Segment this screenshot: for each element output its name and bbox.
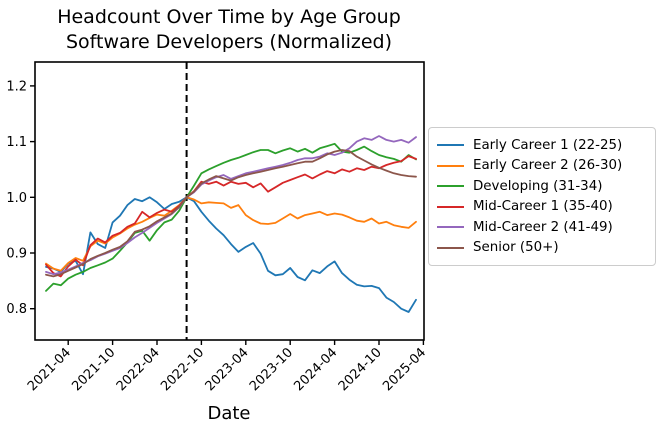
series-line-developing-31-34 — [45, 142, 417, 292]
x-axis-label: Date — [207, 403, 251, 424]
series-line-early-career-2-26-30 — [45, 196, 417, 272]
legend-label: Senior (50+) — [473, 240, 559, 256]
chart-title: Headcount Over Time by Age Group Softwar… — [0, 5, 458, 55]
x-tick-label: 2022-10 — [158, 345, 207, 394]
legend-item-mid-career-1-35-40: Mid-Career 1 (35-40) — [437, 197, 647, 218]
series-line-mid-career-1-35-40 — [45, 155, 417, 278]
legend-label: Early Career 2 (26-30) — [473, 158, 623, 174]
legend-item-early-career-2-26-30: Early Career 2 (26-30) — [437, 156, 647, 177]
series-line-senior-50 — [45, 149, 417, 278]
x-tick-label: 2023-10 — [247, 345, 296, 394]
legend-item-early-career-1-22-25: Early Career 1 (22-25) — [437, 135, 647, 156]
x-tick-label: 2022-04 — [114, 345, 163, 394]
chart-title-line1: Headcount Over Time by Age Group — [57, 6, 401, 28]
legend-line-swatch — [437, 246, 464, 249]
y-tick-label: 0.8 — [6, 302, 27, 317]
plot-frame — [34, 61, 425, 341]
legend: Early Career 1 (22-25) Early Career 2 (26… — [428, 127, 656, 266]
chart-title-line2: Software Developers (Normalized) — [65, 31, 393, 53]
legend-line-swatch — [437, 144, 464, 147]
legend-line-swatch — [437, 164, 464, 167]
x-tick-label: 2024-10 — [336, 345, 385, 394]
legend-label: Mid-Career 2 (41-49) — [473, 219, 613, 235]
legend-item-senior-50: Senior (50+) — [437, 238, 647, 259]
x-tick-label: 2021-10 — [69, 345, 118, 394]
y-tick-label: 1.0 — [6, 191, 27, 206]
legend-label: Early Career 1 (22-25) — [473, 137, 623, 153]
y-tick-label: 1.1 — [6, 135, 27, 150]
legend-label: Mid-Career 1 (35-40) — [473, 199, 613, 215]
x-tick-label: 2024-04 — [291, 345, 340, 394]
legend-line-swatch — [437, 226, 464, 229]
legend-line-swatch — [437, 185, 464, 188]
legend-item-developing-31-34: Developing (31-34) — [437, 176, 647, 197]
legend-line-swatch — [437, 205, 464, 208]
legend-label: Developing (31-34) — [473, 178, 603, 194]
x-tick-label: 2023-04 — [203, 345, 252, 394]
x-tick-label: 2025-04 — [380, 345, 429, 394]
legend-item-mid-career-2-41-49: Mid-Career 2 (41-49) — [437, 217, 647, 238]
y-tick-label: 0.9 — [6, 247, 27, 262]
x-tick-label: 2021-04 — [25, 345, 74, 394]
y-tick-label: 1.2 — [6, 79, 27, 94]
